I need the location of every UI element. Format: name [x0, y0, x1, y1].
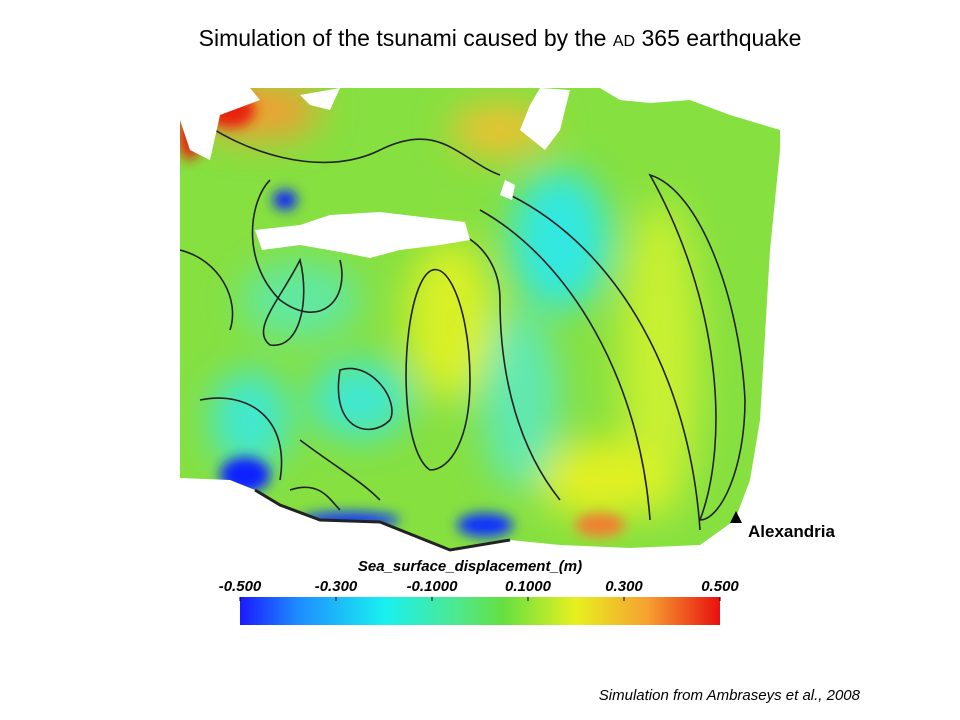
credit: Simulation from Ambraseys et al., 2008 [599, 687, 861, 704]
title-small-caps: AD [613, 33, 635, 50]
colorbar-tick-label: 0.500 [701, 578, 739, 595]
title-text: Simulation of the tsunami caused by the [199, 25, 607, 51]
colorbar-ticks: -0.500 -0.300 -0.1000 0.1000 0.300 0.500 [219, 578, 739, 601]
colorbar-tick-label: -0.1000 [407, 578, 459, 595]
slide-title: Simulation of the tsunami caused by the … [199, 25, 802, 51]
colorbar [240, 597, 720, 625]
simulation-map [180, 88, 780, 628]
place-label: Alexandria [748, 522, 835, 541]
colorbar-tick-label: 0.1000 [505, 578, 552, 595]
place-marker [730, 511, 742, 523]
colorbar-label: Sea_surface_displacement_(m) [358, 558, 582, 575]
colorbar-tick-label: 0.300 [605, 578, 643, 595]
colorbar-tick-label: -0.500 [219, 578, 262, 595]
title-text: 365 earthquake [642, 25, 802, 51]
colorbar-tick-label: -0.300 [315, 578, 358, 595]
